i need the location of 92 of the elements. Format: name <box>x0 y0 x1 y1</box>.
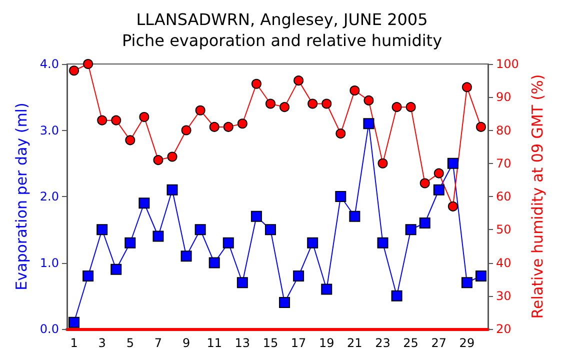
y2-axis-title: Relative humidity at 09 GMT (%) <box>528 74 546 319</box>
point <box>236 277 248 288</box>
point <box>321 284 332 295</box>
y2-tick-label: 40 <box>496 256 512 270</box>
point <box>96 224 108 236</box>
point <box>167 152 178 162</box>
y-tick-label: 3.0 <box>40 123 59 138</box>
y2-tick-label: 60 <box>496 190 512 204</box>
x-tick-label: 11 <box>206 336 222 350</box>
point <box>448 201 458 212</box>
point <box>392 102 402 112</box>
point <box>180 250 192 262</box>
point <box>111 115 122 126</box>
x-tick-label: 13 <box>234 336 250 350</box>
point <box>223 122 234 132</box>
point <box>475 270 486 282</box>
point <box>377 237 388 248</box>
y2-tick-label: 90 <box>496 90 512 104</box>
point <box>280 102 290 112</box>
y2-tick-label: 20 <box>496 322 512 336</box>
x-tick-label: 23 <box>375 336 390 350</box>
x-tick-label: 9 <box>182 336 190 350</box>
point <box>307 237 318 248</box>
point <box>308 98 318 109</box>
point <box>166 184 178 196</box>
point <box>69 66 80 76</box>
point <box>336 128 346 139</box>
point <box>405 224 416 236</box>
y-tick-label: 1.0 <box>40 256 59 270</box>
point <box>125 135 136 146</box>
point <box>265 98 276 109</box>
point <box>68 316 80 328</box>
point <box>461 277 472 288</box>
x-tick-label: 15 <box>262 336 278 350</box>
point <box>391 290 402 302</box>
x-tick-label: 17 <box>290 336 306 350</box>
x-tick-label: 3 <box>98 336 106 350</box>
point <box>195 105 206 116</box>
point <box>139 112 150 122</box>
point <box>181 125 192 136</box>
point <box>83 59 94 69</box>
point <box>406 102 416 112</box>
x-tick-label: 1 <box>70 336 78 350</box>
point <box>208 257 220 268</box>
x-tick-label: 27 <box>431 336 447 350</box>
y2-tick-label: 70 <box>496 156 512 170</box>
point <box>294 76 304 86</box>
x-tick-label: 21 <box>347 336 362 350</box>
point <box>209 122 220 132</box>
point <box>350 86 360 96</box>
point <box>124 237 136 248</box>
point <box>433 184 444 196</box>
point <box>97 115 108 126</box>
point <box>194 224 206 236</box>
point <box>363 118 374 130</box>
point <box>237 118 248 129</box>
point <box>420 178 430 188</box>
point <box>364 95 374 106</box>
point <box>322 98 332 109</box>
point <box>447 158 458 169</box>
y-axis-title: Evaporation per day (ml) <box>12 102 30 290</box>
y-tick-label: 2.0 <box>40 190 59 204</box>
point <box>138 198 150 209</box>
point <box>250 210 262 222</box>
point <box>378 158 388 168</box>
y2-tick-label: 30 <box>496 288 512 303</box>
x-tick-label: 25 <box>403 336 418 350</box>
y2-tick-label: 80 <box>496 123 512 138</box>
point <box>335 191 346 202</box>
point <box>222 237 234 248</box>
point <box>293 270 304 282</box>
point <box>349 210 360 222</box>
point <box>152 230 164 242</box>
point <box>251 78 262 89</box>
x-tick-label: 29 <box>459 336 475 350</box>
chart-title: LLANSADWRN, Anglesey, JUNE 2005 Piche evaporation and relative humidity <box>122 10 442 50</box>
point <box>264 224 276 236</box>
x-tick-label: 5 <box>126 336 134 350</box>
point <box>153 155 164 166</box>
y2-tick-label: 50 <box>496 222 512 237</box>
point <box>462 82 472 92</box>
y2-tick-label: 100 <box>496 57 519 71</box>
x-tick-label: 7 <box>154 336 162 350</box>
x-tick-label: 19 <box>318 336 334 350</box>
point <box>434 168 444 178</box>
y-tick-label: 0.0 <box>40 322 59 336</box>
point <box>476 122 486 132</box>
point <box>279 297 290 308</box>
y-tick-label: 4.0 <box>40 57 59 71</box>
point <box>110 264 122 275</box>
point <box>82 270 94 282</box>
point <box>419 218 430 228</box>
